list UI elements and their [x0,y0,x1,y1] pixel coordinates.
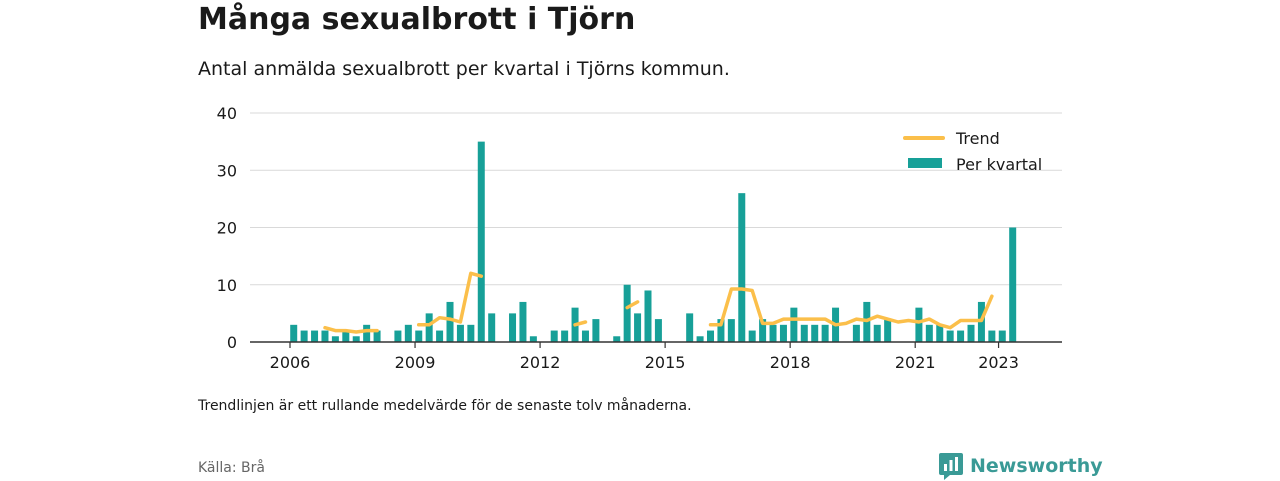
bar [821,324,829,342]
bar [311,330,319,342]
bar [696,336,704,342]
legend-trend-label: Trend [955,129,1000,148]
bar [946,330,954,342]
bar [446,301,454,342]
bar [717,319,725,342]
bar [779,324,787,342]
bar [988,330,996,342]
trend-line [708,287,994,330]
y-tick-label: 0 [227,333,237,352]
bar [790,307,798,342]
bar [300,330,308,342]
bar [811,324,819,342]
chart: 0 10 20 30 40 2006 2009 2012 2015 2018 2021 2023 T… [217,104,1062,372]
bar [404,324,412,342]
legend-bar-label: Per kvartal [956,155,1042,174]
trend-line [323,325,379,334]
bar [873,324,881,342]
bar [488,313,496,342]
x-tick-label: 2015 [645,353,686,372]
x-tick-label: 2021 [895,353,936,372]
x-tick-label: 2023 [978,353,1019,372]
bar [634,313,642,342]
bar [436,330,444,342]
bar [394,330,402,342]
bar [509,313,517,342]
bar [686,313,694,342]
bar [925,324,933,342]
bar [800,324,808,342]
bar [957,330,965,342]
bar [519,301,527,342]
bar [342,330,350,342]
y-tick-label: 40 [217,104,237,123]
y-tick-label: 30 [217,161,237,180]
x-tick-label: 2018 [770,353,811,372]
brand-name: Newsworthy [970,455,1103,477]
bar [748,330,756,342]
bar [915,307,923,342]
bar [738,193,746,342]
bar [644,290,652,342]
chart-title: Många sexualbrott i Tjörn [198,2,636,37]
bar [727,319,735,342]
bar [623,284,631,342]
bar [769,324,777,342]
bar [707,330,715,342]
chart-subtitle: Antal anmälda sexualbrott per kvartal i … [198,58,730,80]
bar [363,324,371,342]
brand-logo: Newsworthy [939,451,1103,481]
x-tick-label: 2012 [520,353,561,372]
newsworthy-chart-icon [939,452,963,480]
bar [852,324,860,342]
bar [352,336,360,342]
bar [967,324,975,342]
bar [415,330,423,342]
bar [321,330,329,342]
bar [529,336,537,342]
bar [998,330,1006,342]
trend-line [416,271,484,327]
bar [759,319,767,342]
footnote: Trendlinjen är ett rullande medelvärde f… [198,398,692,414]
trend-line [573,320,588,327]
bar [425,313,433,342]
bar [456,324,464,342]
bar [884,319,892,342]
source-label: Källa: Brå [198,460,265,476]
bar [373,330,381,342]
bar [936,324,944,342]
y-tick-label: 20 [217,219,237,238]
bar [550,330,558,342]
bar [467,324,475,342]
bar [613,336,621,342]
legend-bar-swatch [908,158,942,168]
bar [561,330,569,342]
y-tick-label: 10 [217,276,237,295]
bar [592,319,600,342]
x-tick-label: 2006 [270,353,311,372]
x-tick-label: 2009 [395,353,436,372]
bar [477,141,485,342]
bar [331,336,339,342]
legend: Trend Per kvartal [903,129,1042,174]
bar [654,319,662,342]
bar [290,324,298,342]
bar [581,330,589,342]
bar [1009,227,1017,342]
trend-line [625,300,640,310]
